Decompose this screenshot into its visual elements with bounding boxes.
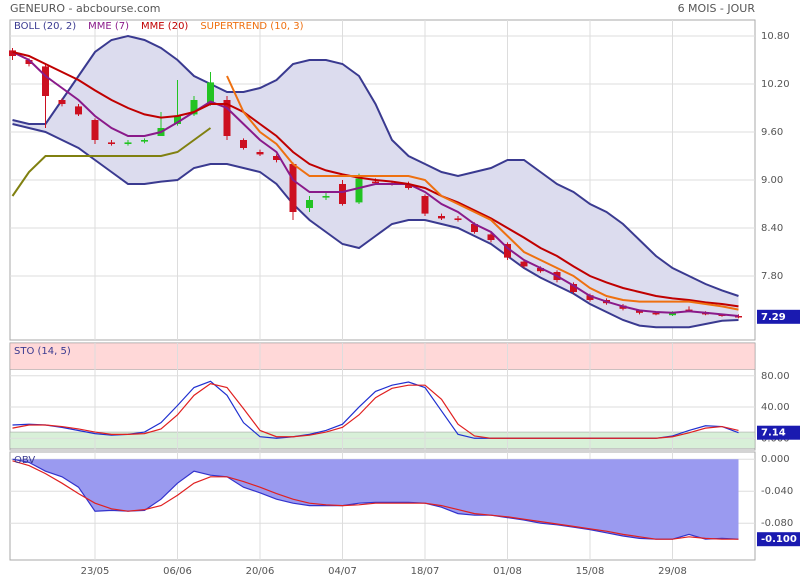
candle-body [58, 100, 66, 104]
candle-body [586, 295, 594, 300]
last-value-label: 7.14 [761, 428, 786, 439]
candle-body [9, 50, 16, 56]
area [12, 459, 739, 540]
series-line [12, 382, 739, 439]
candle-body [190, 100, 198, 115]
x-tick-label: 18/07 [411, 566, 440, 577]
x-tick-label: 15/08 [576, 566, 605, 577]
y-tick-label: -0.080 [761, 518, 793, 529]
candle-body [174, 116, 181, 124]
candle-body [207, 82, 214, 104]
candle-body [108, 142, 115, 144]
y-tick-label: 7.80 [761, 271, 783, 282]
last-value-label: 7.29 [761, 312, 786, 323]
candle-body [405, 184, 412, 188]
candle-body [421, 196, 429, 214]
x-tick-label: 06/06 [163, 566, 192, 577]
series-line [12, 51, 739, 308]
candle-body [75, 106, 82, 115]
last-value-box [757, 309, 800, 324]
candle-body [537, 268, 544, 272]
y-tick-label: 10.20 [761, 79, 790, 90]
candle-body [636, 310, 643, 313]
candle-body [91, 120, 99, 140]
zone [9, 431, 756, 449]
candle-body [438, 216, 445, 219]
candle-body [273, 156, 280, 160]
x-tick-label: 20/06 [246, 566, 275, 577]
y-tick-label: 40.00 [761, 402, 790, 413]
candle-body [256, 152, 264, 155]
candle-body [570, 284, 577, 292]
last-value-label: -0.100 [761, 534, 797, 545]
candle-body [454, 218, 462, 220]
legend-entry: SUPERTREND (10, 3) [200, 21, 303, 32]
y-tick-label: -0.040 [761, 486, 793, 497]
candle-body [223, 100, 231, 136]
candle-body [339, 184, 346, 204]
candle-body [240, 140, 247, 148]
series-line [12, 460, 739, 540]
candle-body [487, 234, 495, 240]
header-left: GENEURO - abcbourse.com [10, 2, 160, 15]
candle-body [25, 60, 33, 64]
candle-body [735, 316, 742, 318]
legend-entry: MME (7) [88, 21, 129, 32]
zone [9, 342, 756, 370]
x-tick-label: 01/08 [493, 566, 522, 577]
candle-body [504, 244, 511, 258]
candle-body [652, 312, 660, 315]
y-tick-label: 0.000 [761, 454, 790, 465]
band-lower [12, 123, 739, 329]
panel-title: STO (14, 5) [14, 346, 71, 357]
header-right: 6 MOIS - JOUR [678, 2, 756, 15]
series-line [11, 127, 212, 197]
series-line [12, 51, 739, 317]
last-value-box [757, 425, 800, 440]
candle-body [306, 200, 313, 208]
x-tick-label: 23/05 [81, 566, 110, 577]
last-value-box [757, 532, 800, 547]
y-tick-label: 9.00 [761, 175, 783, 186]
y-tick-label: 80.00 [761, 371, 790, 382]
x-tick-label: 29/08 [658, 566, 687, 577]
candle-body [372, 181, 379, 184]
legend-entry: MME (20) [141, 21, 188, 32]
panel-title: OBV [14, 455, 35, 466]
candle-body [289, 164, 297, 212]
candle-body [42, 66, 49, 96]
candle-body [124, 142, 132, 144]
series-line [226, 75, 739, 311]
candle-body [141, 140, 148, 142]
y-tick-label: 9.60 [761, 127, 783, 138]
legend-entry: BOLL (20, 2) [14, 21, 76, 32]
candle-body [355, 178, 363, 203]
y-tick-label: 8.40 [761, 223, 783, 234]
x-tick-label: 04/07 [328, 566, 357, 577]
y-tick-label: 10.80 [761, 31, 790, 42]
band-upper [12, 34, 739, 297]
candle-body [520, 261, 528, 267]
candle-body [471, 224, 478, 232]
candle-body [322, 196, 330, 198]
